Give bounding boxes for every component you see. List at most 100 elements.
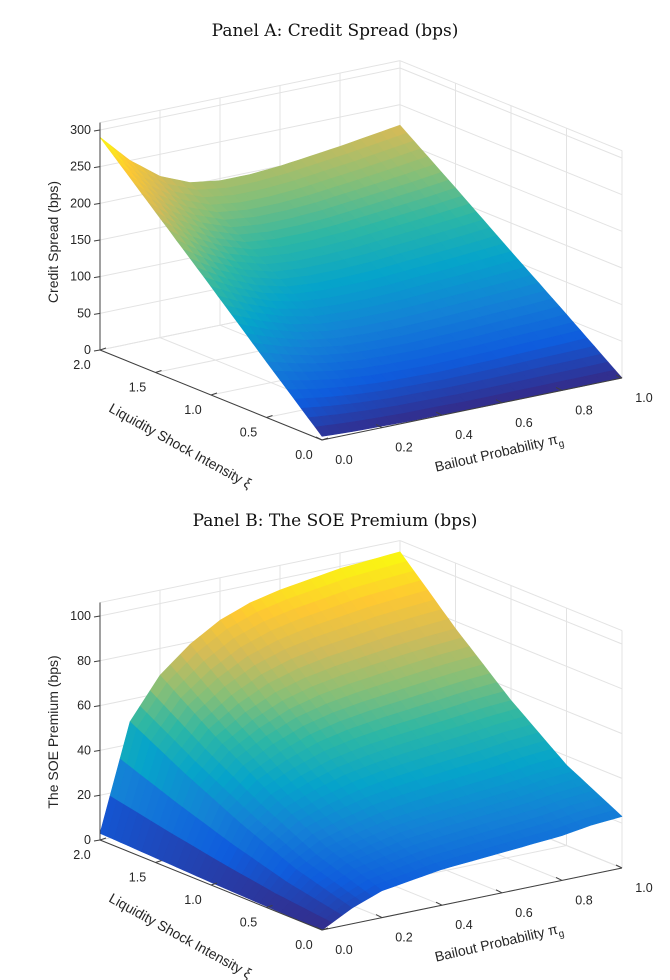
- y-tick-label: 0.5: [240, 426, 257, 440]
- x-tick-label: 0.6: [515, 416, 532, 430]
- grid-line: [99, 67, 401, 131]
- surface-patch: [314, 425, 333, 437]
- z-tick: [93, 749, 101, 752]
- y-tick: [321, 437, 329, 441]
- x-axis-line: [321, 377, 623, 441]
- z-tick: [93, 239, 101, 242]
- x-tick: [315, 436, 323, 441]
- z-tick-label: 300: [70, 123, 91, 137]
- z-tick: [93, 276, 101, 279]
- z-axis-label: Credit Spread (bps): [45, 181, 61, 303]
- panel-a-title: Panel A: Credit Spread (bps): [212, 21, 459, 41]
- z-tick: [93, 660, 101, 663]
- y-tick: [321, 927, 329, 931]
- grid-line: [99, 553, 401, 617]
- x-axis-label-subscript: g: [558, 438, 566, 450]
- y-tick: [155, 370, 162, 373]
- x-tick: [375, 914, 383, 919]
- y-axis-label: Liquidity Shock Intensity ξ: [106, 400, 254, 492]
- x-axis-line: [321, 867, 623, 931]
- z-tick-label: 80: [77, 654, 91, 668]
- x-tick: [615, 864, 623, 869]
- y-tick: [155, 860, 162, 863]
- y-tick: [266, 415, 273, 418]
- x-axis-label: Bailout Probability πg: [433, 920, 565, 969]
- z-tick: [93, 794, 101, 797]
- y-axis-label: Liquidity Shock Intensity ξ: [106, 890, 254, 980]
- x-tick: [375, 424, 383, 429]
- x-axis-label: Bailout Probability πg: [433, 430, 565, 479]
- x-tick-label: 0.8: [575, 893, 592, 907]
- y-tick: [266, 905, 273, 908]
- y-tick-label: 0.0: [295, 448, 312, 462]
- surface: [99, 124, 623, 437]
- y-tick-label: 1.5: [129, 381, 146, 395]
- grid-line: [99, 60, 401, 124]
- z-tick: [93, 349, 101, 352]
- z-tick-label: 0: [84, 343, 91, 357]
- z-tick: [93, 202, 101, 205]
- z-tick: [93, 615, 101, 618]
- x-axis-label-subscript: g: [558, 928, 566, 940]
- surface-patch: [99, 137, 118, 155]
- y-tick: [99, 837, 107, 841]
- x-tick: [435, 901, 443, 906]
- grid-line: [399, 140, 623, 232]
- x-tick: [315, 926, 323, 931]
- grid-line: [399, 67, 623, 159]
- y-tick: [99, 347, 107, 351]
- y-tick-label: 2.0: [73, 848, 90, 862]
- x-axis-label-text: Bailout Probability π: [433, 921, 559, 965]
- z-tick: [93, 166, 101, 169]
- z-tick: [93, 839, 101, 842]
- z-tick-label: 50: [77, 306, 91, 320]
- grid-line: [99, 540, 401, 604]
- x-tick-label: 0.6: [515, 906, 532, 920]
- grid-line: [399, 553, 623, 645]
- z-tick-label: 100: [70, 609, 91, 623]
- grid-line: [99, 104, 401, 168]
- y-tick-label: 0.5: [240, 916, 257, 930]
- x-tick: [555, 876, 563, 881]
- z-tick-label: 100: [70, 270, 91, 284]
- y-tick: [210, 392, 218, 396]
- grid-line: [399, 60, 623, 152]
- x-tick: [615, 374, 623, 379]
- x-axis-label-text: Bailout Probability π: [433, 431, 559, 475]
- surface: [99, 551, 623, 931]
- z-tick-label: 250: [70, 160, 91, 174]
- x-tick-label: 0.2: [395, 931, 412, 945]
- x-tick-label: 0.0: [335, 453, 352, 467]
- z-tick-label: 60: [77, 699, 91, 713]
- panel-b: Panel B: The SOE Premium (bps) 0 20 40 60 80…: [45, 511, 653, 980]
- y-tick: [210, 882, 218, 886]
- x-tick-label: 0.4: [455, 918, 472, 932]
- z-tick-label: 20: [77, 788, 91, 802]
- x-tick-label: 0.2: [395, 441, 412, 455]
- y-tick-label: 1.5: [129, 871, 146, 885]
- y-tick-label: 0.0: [295, 938, 312, 952]
- y-tick-label: 2.0: [73, 358, 90, 372]
- z-axis-label: The SOE Premium (bps): [45, 655, 61, 808]
- z-tick: [93, 705, 101, 708]
- x-tick-label: 1.0: [635, 881, 652, 895]
- x-tick-label: 1.0: [635, 391, 652, 405]
- z-tick-label: 200: [70, 196, 91, 210]
- x-tick-label: 0.8: [575, 403, 592, 417]
- x-tick-label: 0.4: [455, 428, 472, 442]
- grid-line: [399, 104, 623, 196]
- y-tick-label: 1.0: [184, 403, 201, 417]
- x-tick-label: 0.0: [335, 943, 352, 957]
- grid-line: [399, 540, 623, 632]
- x-tick: [495, 889, 503, 894]
- z-tick: [93, 129, 101, 132]
- z-tick-label: 0: [84, 833, 91, 847]
- z-tick-label: 40: [77, 743, 91, 757]
- z-tick: [93, 312, 101, 315]
- y-tick-label: 1.0: [184, 893, 201, 907]
- z-tick-label: 150: [70, 233, 91, 247]
- x-tick: [555, 386, 563, 391]
- x-tick: [495, 399, 503, 404]
- x-tick: [435, 411, 443, 416]
